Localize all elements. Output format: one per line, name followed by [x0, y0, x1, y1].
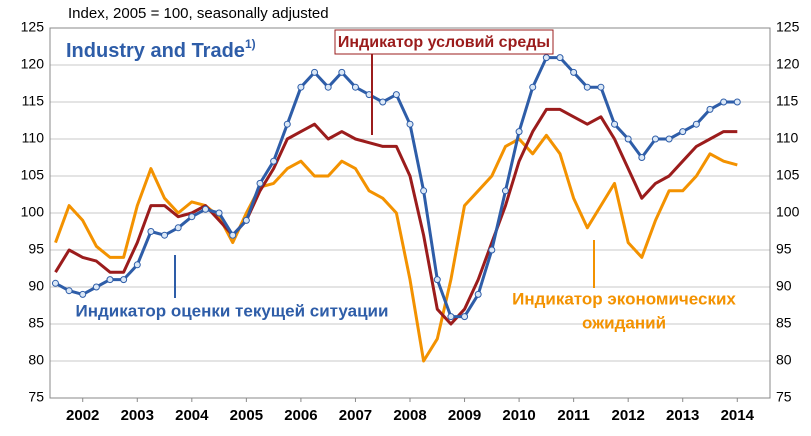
point-marker	[392, 91, 400, 99]
annotation: ожиданий	[582, 313, 666, 332]
x-tick-label: 2002	[66, 407, 99, 424]
y2-tick-label: 115	[776, 93, 799, 109]
y2-tick-label: 90	[776, 278, 792, 294]
point-marker	[351, 83, 359, 91]
point-marker	[611, 120, 619, 128]
y-tick-label: 110	[22, 130, 45, 146]
y-tick-label: 80	[28, 352, 44, 368]
point-marker	[79, 290, 87, 298]
point-marker	[229, 231, 237, 239]
point-marker	[283, 120, 291, 128]
x-tick-label: 2005	[230, 407, 263, 424]
y2-tick-label: 80	[776, 352, 792, 368]
point-marker	[733, 98, 741, 106]
y2-tick-label: 110	[776, 130, 799, 146]
point-marker	[488, 246, 496, 254]
y2-tick-label: 95	[776, 241, 792, 257]
x-tick-label: 2009	[448, 407, 481, 424]
y-tick-label: 85	[28, 315, 44, 331]
point-marker	[201, 205, 209, 213]
point-marker	[188, 213, 196, 221]
x-tick-label: 2003	[121, 407, 154, 424]
y2-tick-label: 100	[776, 204, 800, 220]
point-marker	[406, 120, 414, 128]
point-marker	[420, 187, 428, 195]
series-line	[54, 133, 738, 363]
point-marker	[270, 157, 278, 165]
point-marker	[720, 98, 728, 106]
point-marker	[311, 68, 319, 76]
point-marker	[570, 68, 578, 76]
x-tick-label: 2011	[557, 407, 590, 424]
point-marker	[338, 68, 346, 76]
y-tick-label: 105	[21, 167, 45, 183]
point-marker	[161, 231, 169, 239]
chart-title: Industry and Trade1)	[66, 37, 256, 62]
chart-subtitle: Index, 2005 = 100, seasonally adjusted	[68, 5, 329, 22]
point-marker	[679, 128, 687, 136]
annotation: Индикатор экономических	[512, 289, 736, 308]
series-line	[54, 107, 738, 326]
point-marker	[433, 276, 441, 284]
point-marker	[692, 120, 700, 128]
point-marker	[583, 83, 591, 91]
y-tick-label: 95	[28, 241, 44, 257]
x-tick-label: 2004	[175, 407, 209, 424]
point-marker	[461, 313, 469, 321]
x-tick-label: 2013	[666, 407, 699, 424]
x-tick-label: 2006	[284, 407, 317, 424]
point-marker	[474, 290, 482, 298]
x-tick-label: 2014	[721, 407, 755, 424]
point-marker	[297, 83, 305, 91]
x-tick-label: 2007	[339, 407, 372, 424]
x-tick-label: 2010	[502, 407, 535, 424]
title-note: 1)	[245, 37, 256, 51]
point-marker	[597, 83, 605, 91]
point-marker	[120, 276, 128, 284]
point-marker	[542, 54, 550, 62]
point-marker	[215, 209, 223, 217]
point-marker	[147, 228, 155, 235]
point-marker	[706, 105, 714, 113]
y2-tick-label: 120	[776, 56, 800, 72]
point-marker	[665, 135, 673, 143]
point-marker	[515, 128, 523, 136]
point-marker	[51, 279, 59, 287]
point-marker	[174, 224, 182, 232]
point-marker	[447, 313, 455, 321]
annotation-box	[334, 29, 554, 55]
y-tick-label: 125	[21, 19, 45, 35]
y2-tick-label: 105	[776, 167, 800, 183]
y-tick-label: 90	[28, 278, 44, 294]
annotation: Индикатор условий среды	[338, 34, 550, 51]
y-tick-label: 115	[22, 93, 45, 109]
plot-area: 75 75 80 80 85 85 90 90 95 95 100 100 105 105 110 110 11…	[21, 19, 800, 424]
title-text: Industry and Trade	[66, 40, 245, 62]
point-marker	[106, 276, 114, 284]
x-tick-label: 2008	[393, 407, 426, 424]
x-tick-label: 2012	[611, 407, 644, 424]
point-marker	[501, 187, 509, 195]
annotation: Индикатор оценки текущей ситуации	[76, 301, 389, 320]
point-marker	[529, 83, 537, 91]
point-marker	[133, 261, 141, 269]
point-marker	[379, 98, 387, 106]
point-marker	[242, 216, 250, 224]
y2-tick-label: 125	[776, 19, 800, 35]
point-marker	[324, 83, 332, 91]
point-marker	[638, 154, 646, 161]
y2-tick-label: 75	[776, 389, 792, 405]
point-marker	[624, 135, 632, 143]
point-marker	[556, 54, 564, 62]
point-marker	[92, 283, 100, 291]
point-marker	[65, 287, 73, 295]
point-marker	[256, 179, 264, 187]
y2-tick-label: 85	[776, 315, 792, 331]
y-tick-label: 100	[21, 204, 45, 220]
y-tick-label: 75	[28, 389, 44, 405]
y-tick-label: 120	[21, 56, 45, 72]
point-marker	[651, 135, 659, 143]
